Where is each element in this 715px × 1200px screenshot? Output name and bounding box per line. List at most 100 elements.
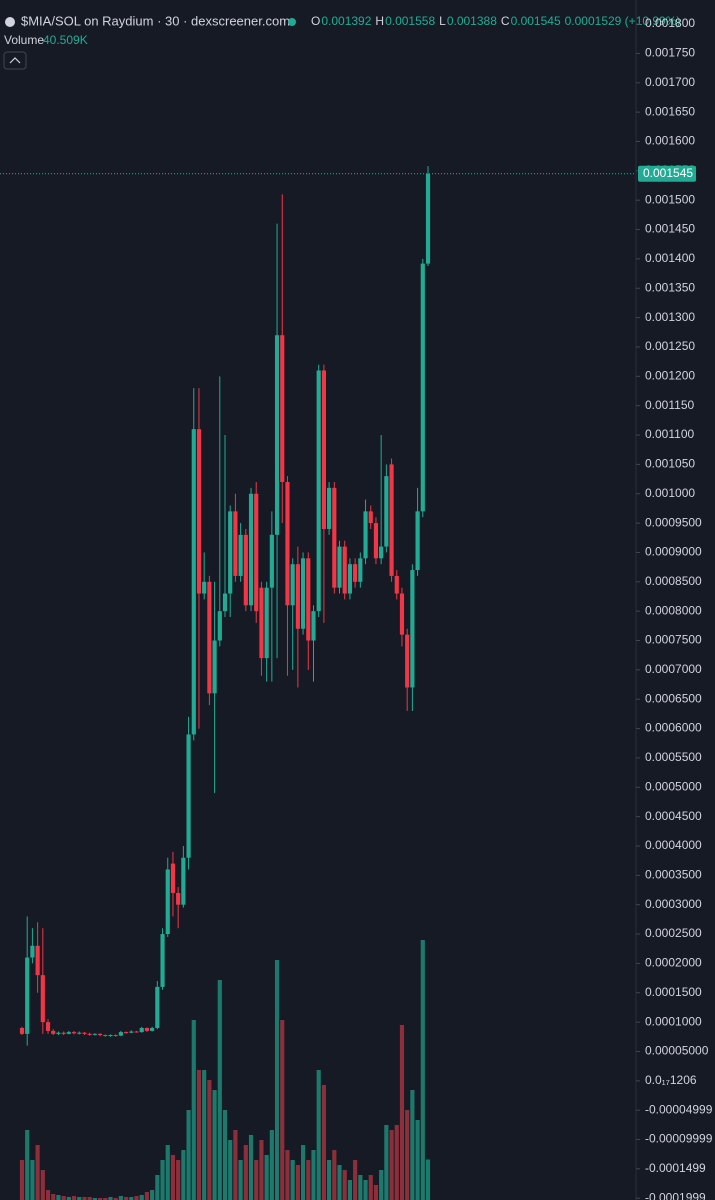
- volume-bar: [353, 1160, 358, 1200]
- volume-bar: [165, 1145, 170, 1200]
- volume-bar: [269, 1130, 274, 1200]
- volume-bar: [56, 1195, 61, 1200]
- volume-bar: [384, 1125, 389, 1200]
- visibility-icon[interactable]: [288, 18, 296, 26]
- volume-bar: [311, 1150, 316, 1200]
- y-tick-label: 0.0008000: [645, 603, 702, 617]
- volume-title: Volume: [4, 33, 44, 47]
- candle-body: [405, 634, 410, 688]
- y-tick-label: 0.0007500: [645, 633, 702, 647]
- y-tick-label: 0.001100: [645, 427, 694, 441]
- volume-bar: [51, 1194, 56, 1200]
- ohlc-value: 0.001558: [385, 14, 435, 28]
- y-tick-label: 0.0001000: [645, 1014, 702, 1028]
- volume-bar: [420, 940, 425, 1200]
- candle-body: [300, 558, 306, 629]
- y-tick-label: 0.0002000: [645, 956, 702, 970]
- volume-bar: [300, 1145, 306, 1200]
- volume-bar: [82, 1197, 87, 1200]
- y-tick-label: 0.0005000: [645, 779, 702, 793]
- volume-bar: [150, 1190, 155, 1200]
- volume-bar: [71, 1196, 77, 1200]
- y-tick-label: 0.00005000: [645, 1044, 709, 1058]
- candle-body: [207, 581, 212, 694]
- ohlc-value: 0.001545: [511, 14, 561, 28]
- y-tick-label: -0.00009999: [645, 1132, 713, 1146]
- volume-bar: [368, 1175, 373, 1200]
- volume-bar: [134, 1196, 139, 1200]
- y-tick-label: 0.001200: [645, 368, 695, 382]
- candle-body: [124, 1032, 129, 1034]
- candle-body: [389, 464, 394, 576]
- last-price-tag: [638, 165, 696, 182]
- collapse-button[interactable]: [3, 51, 27, 70]
- candle-body: [321, 370, 326, 529]
- volume-bar: [144, 1192, 150, 1200]
- collapse-arrow: [9, 57, 21, 64]
- chart-title: $MIA/SOL on Raydium · 30 · dexscreener.c…: [21, 13, 290, 28]
- candle-body: [92, 1033, 97, 1035]
- candle-body: [144, 1027, 150, 1031]
- candle-body: [285, 481, 290, 606]
- y-tick-label: 0.0009500: [645, 515, 702, 529]
- y-tick-label: 0.001250: [645, 339, 695, 353]
- y-tick-label: 0.001400: [645, 251, 695, 265]
- volume-bar: [61, 1196, 66, 1200]
- y-tick-label: 0.001600: [645, 134, 695, 148]
- volume-bar: [342, 1170, 347, 1200]
- y-tick-label: -0.00004999: [645, 1102, 713, 1116]
- ohlc-legend: O 0.001392 H 0.001558 L 0.001388 C 0.001545: [311, 14, 561, 28]
- candle-body: [228, 511, 233, 594]
- candle-body: [347, 564, 353, 594]
- candle-body: [113, 1035, 118, 1037]
- candle-body: [51, 1030, 56, 1034]
- candle-body: [19, 1027, 25, 1034]
- ohlc-value: 0.001392: [321, 14, 371, 28]
- candle-body: [129, 1031, 134, 1033]
- candle-body: [248, 493, 254, 606]
- volume-bar: [415, 1120, 420, 1200]
- volume-bar: [212, 1090, 217, 1200]
- volume-bar: [332, 1150, 337, 1200]
- candle-body: [108, 1035, 113, 1037]
- volume-bar: [103, 1198, 108, 1200]
- volume-bar: [410, 1090, 415, 1200]
- candle-body: [353, 564, 358, 582]
- change: 0.0001529 (+10.99%): [565, 14, 681, 28]
- volume-bar: [108, 1197, 113, 1200]
- candle-body: [384, 476, 389, 547]
- volume-bar: [306, 1160, 311, 1200]
- candle-body: [118, 1032, 123, 1036]
- candle-body: [87, 1033, 92, 1035]
- volume-bar: [45, 1190, 51, 1200]
- volume-bar: [35, 1145, 40, 1200]
- candle-body: [40, 975, 45, 1023]
- volume-bar: [118, 1196, 123, 1200]
- candle-body: [165, 869, 170, 935]
- y-tick-label: 0.0006000: [645, 721, 702, 735]
- candle-body: [150, 1027, 155, 1031]
- candle-body: [425, 173, 431, 264]
- candle-body: [35, 945, 40, 976]
- volume-bar: [405, 1110, 410, 1200]
- candle-body: [269, 534, 274, 588]
- candle-body: [45, 1022, 51, 1031]
- volume-bar: [254, 1160, 259, 1200]
- candle-body: [222, 593, 228, 612]
- volume-bar: [30, 1160, 35, 1200]
- candle-body: [30, 945, 35, 958]
- volume-bar: [373, 1185, 379, 1200]
- volume-bar: [264, 1155, 269, 1200]
- candle-body: [176, 892, 181, 905]
- candle-body: [358, 558, 363, 582]
- y-tick-label: -0.0001999: [645, 1190, 706, 1200]
- y-tick-label: 0.0004000: [645, 838, 702, 852]
- volume-bar: [394, 1125, 399, 1200]
- candle-body: [399, 593, 405, 635]
- candle-body: [420, 263, 425, 512]
- volume-bar: [363, 1180, 368, 1200]
- candle-body: [56, 1032, 61, 1034]
- volume-bar: [285, 1150, 290, 1200]
- y-tick-label: 0.0007000: [645, 662, 702, 676]
